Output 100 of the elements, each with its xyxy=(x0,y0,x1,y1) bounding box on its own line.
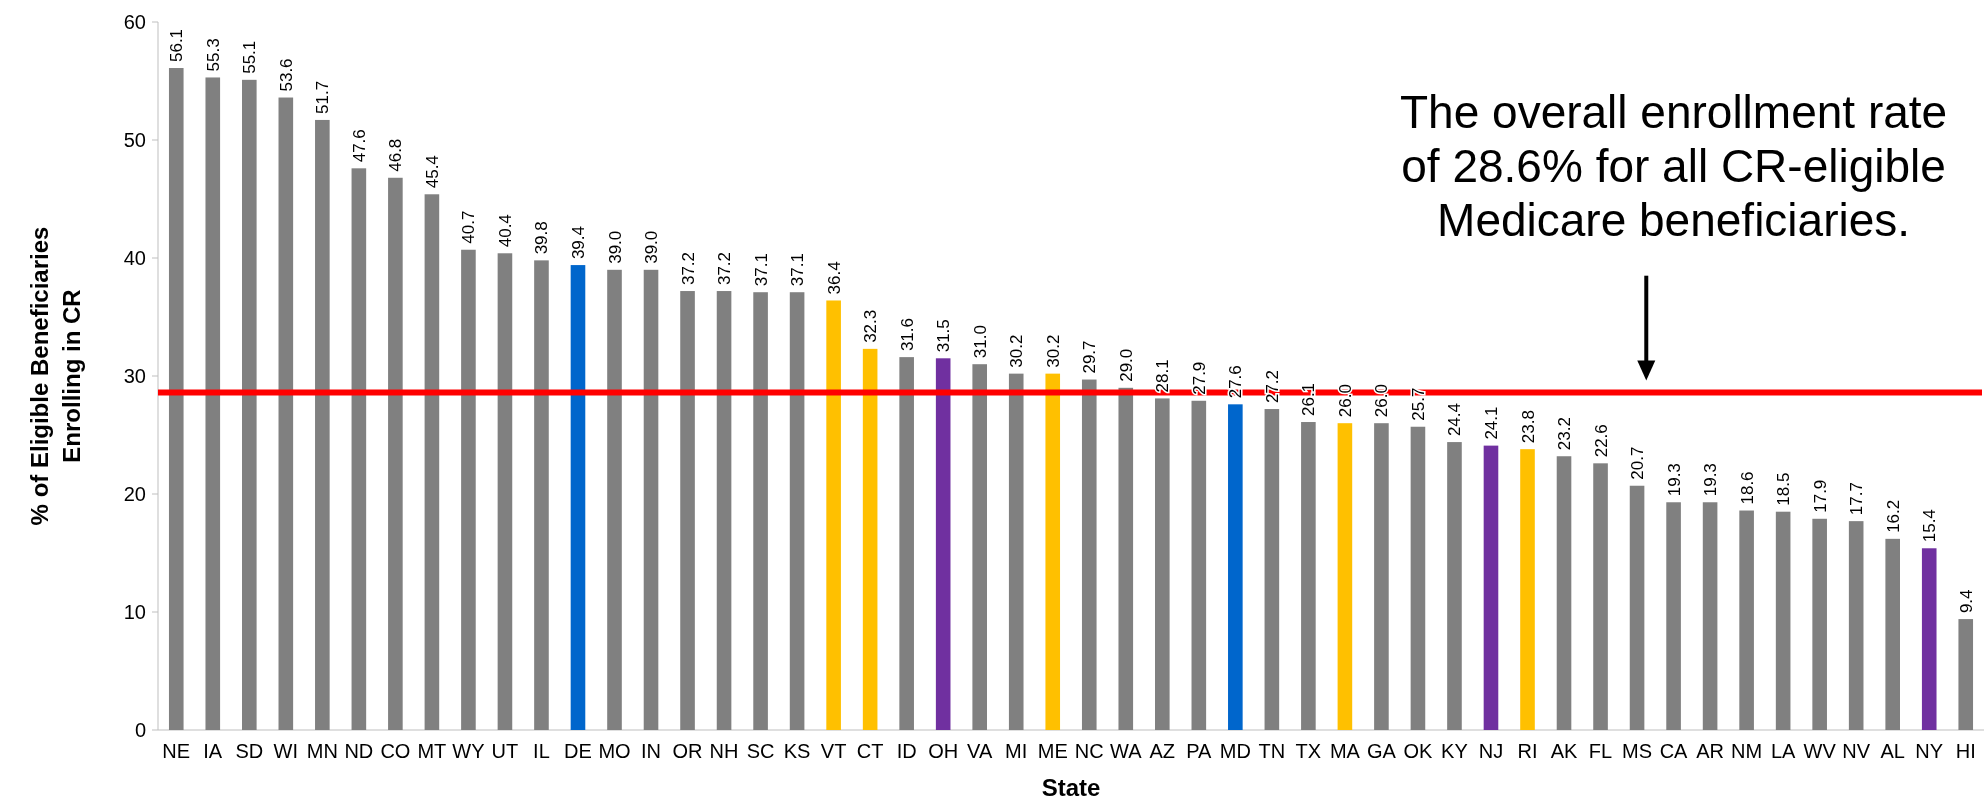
data-label: 19.3 xyxy=(1701,463,1721,497)
x-tick-label: LA xyxy=(1770,740,1797,762)
data-label: 56.1 xyxy=(167,28,187,63)
bar xyxy=(1702,502,1718,730)
data-label: 29.7 xyxy=(1080,340,1100,374)
bar xyxy=(315,119,330,730)
x-axis-title: State xyxy=(1041,774,1101,801)
y-tick-label: 10 xyxy=(123,601,146,623)
data-label: 27.6 xyxy=(1226,365,1246,399)
x-tick-label: PA xyxy=(1186,740,1213,762)
bar xyxy=(1155,398,1170,730)
x-tick-label: FL xyxy=(1588,740,1613,762)
data-label: 39.8 xyxy=(532,221,552,255)
data-label: 23.8 xyxy=(1518,410,1538,444)
bar xyxy=(1337,423,1353,730)
x-tick-label: SD xyxy=(235,740,264,762)
y-tick-label: 0 xyxy=(134,719,146,741)
data-label: 24.1 xyxy=(1481,406,1501,440)
x-tick-label: RI xyxy=(1517,740,1538,762)
x-tick-label: AK xyxy=(1550,740,1579,762)
data-label: 37.2 xyxy=(678,251,698,286)
bar xyxy=(1008,373,1024,730)
bar xyxy=(1593,463,1608,730)
bar xyxy=(1921,548,1937,730)
data-label: 40.4 xyxy=(495,214,515,248)
x-tick-label: MO xyxy=(598,740,631,762)
bar xyxy=(789,292,805,730)
data-label: 26.1 xyxy=(1299,382,1319,417)
data-label: 37.1 xyxy=(751,253,771,287)
x-tick-label: MI xyxy=(1005,740,1028,762)
bar xyxy=(1812,518,1827,730)
x-tick-label: GA xyxy=(1366,740,1397,762)
bar xyxy=(1629,485,1645,730)
x-tick-label: WI xyxy=(273,740,299,762)
x-tick-label: NH xyxy=(709,740,739,762)
bar xyxy=(680,291,695,730)
bar xyxy=(1958,619,1974,730)
bar xyxy=(242,79,257,730)
x-tick-label: NC xyxy=(1074,740,1104,762)
bar xyxy=(388,177,403,730)
bar xyxy=(1045,373,1061,730)
data-label: 55.3 xyxy=(203,38,223,72)
data-label: 32.3 xyxy=(861,309,881,343)
x-tick-label: KY xyxy=(1441,740,1468,762)
bar xyxy=(753,292,768,730)
data-label: 24.4 xyxy=(1445,402,1465,437)
bar xyxy=(461,249,476,730)
bar xyxy=(643,269,659,730)
x-tick-label: MN xyxy=(306,740,338,762)
bar xyxy=(607,269,622,730)
bar xyxy=(1264,409,1280,730)
data-label: 18.5 xyxy=(1774,472,1794,506)
bar xyxy=(534,260,549,730)
x-tick-label: AL xyxy=(1880,740,1905,762)
x-tick-label: WV xyxy=(1803,740,1837,762)
data-label: 23.2 xyxy=(1555,417,1575,451)
bar xyxy=(278,97,294,730)
data-label: 18.6 xyxy=(1737,471,1757,505)
data-label: 28.1 xyxy=(1153,359,1173,393)
x-tick-label: CO xyxy=(380,740,411,762)
data-label: 31.6 xyxy=(897,318,917,352)
data-label: 37.1 xyxy=(788,253,808,287)
data-label: 51.7 xyxy=(313,80,333,114)
bar xyxy=(972,364,987,730)
data-label: 53.6 xyxy=(276,58,296,92)
y-tick-label: 50 xyxy=(123,129,146,151)
data-label: 17.9 xyxy=(1810,479,1830,513)
bar xyxy=(935,358,951,730)
data-label: 26.0 xyxy=(1372,384,1392,418)
x-tick-label: ID xyxy=(896,740,917,762)
bar xyxy=(570,265,586,730)
bar xyxy=(1739,510,1754,730)
y-tick-label: 30 xyxy=(123,365,146,387)
data-label: 55.1 xyxy=(240,40,260,74)
x-tick-label: OH xyxy=(928,740,959,762)
bar xyxy=(1483,445,1499,730)
x-tick-label: CT xyxy=(856,740,884,762)
data-label: 37.2 xyxy=(715,251,735,286)
bar xyxy=(205,77,221,730)
bar xyxy=(899,357,914,730)
x-tick-label: AZ xyxy=(1149,740,1176,762)
data-label: 31.0 xyxy=(970,325,990,359)
x-tick-label: MS xyxy=(1622,740,1653,762)
data-label: 30.2 xyxy=(1043,334,1063,368)
bar xyxy=(1447,442,1462,730)
bar xyxy=(1556,456,1572,730)
data-label: 19.3 xyxy=(1664,463,1684,497)
data-label: 39.0 xyxy=(642,230,662,264)
data-label: 45.4 xyxy=(422,155,442,189)
bar xyxy=(1118,387,1134,730)
x-tick-label: UT xyxy=(491,740,519,762)
data-label: 29.0 xyxy=(1116,348,1136,382)
x-tick-label: TX xyxy=(1295,740,1322,762)
data-label: 22.6 xyxy=(1591,424,1611,458)
x-tick-label: NJ xyxy=(1478,740,1504,762)
x-tick-label: IL xyxy=(533,740,550,762)
bar xyxy=(1301,422,1316,730)
x-tick-label: OK xyxy=(1403,740,1434,762)
bar xyxy=(497,253,513,730)
data-label: 39.4 xyxy=(568,225,588,260)
